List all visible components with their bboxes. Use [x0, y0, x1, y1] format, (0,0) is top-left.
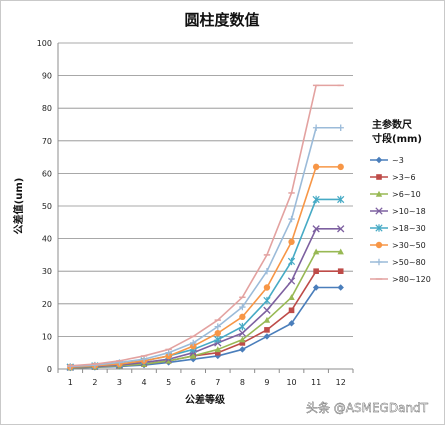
data-point: [263, 306, 271, 314]
y-tick-label: 40: [42, 235, 52, 244]
x-axis-title: 公差等级: [185, 393, 226, 406]
x-tick-label: 9: [264, 378, 269, 387]
data-point: [263, 284, 271, 291]
legend-title-line-1: 主参数尺: [372, 118, 412, 131]
data-point: [239, 336, 246, 343]
data-point: [239, 303, 246, 311]
data-point: [337, 225, 345, 233]
x-tick-label: 1: [68, 378, 73, 387]
data-point: [239, 313, 246, 321]
data-point: [190, 342, 197, 350]
data-point: [337, 248, 344, 255]
data-point: [190, 352, 197, 359]
legend-label: >3~6: [392, 173, 416, 182]
data-point: [288, 320, 295, 327]
data-point: [91, 361, 99, 369]
data-point: [165, 352, 172, 360]
data-point: [190, 339, 197, 347]
data-point: [312, 284, 320, 291]
y-tick-label: 50: [42, 202, 52, 211]
series-line-8: [70, 84, 341, 367]
chart-title: 圆柱度数值: [184, 11, 259, 29]
data-point: [214, 335, 222, 344]
data-point: [140, 356, 148, 363]
data-point: [312, 195, 320, 204]
data-point: [287, 257, 296, 266]
series-line-5: [70, 198, 341, 368]
legend-label: >6~10: [392, 190, 421, 199]
series-line-7: [70, 126, 341, 368]
x-tick-label: 10: [286, 378, 296, 387]
data-point: [238, 322, 246, 331]
data-point: [239, 340, 246, 346]
data-point: [312, 163, 320, 171]
legend-swatch-marker: [375, 190, 383, 197]
legend-label: >30~50: [392, 241, 426, 250]
legend-label: >80~120: [392, 275, 431, 284]
legend-swatch-marker: [375, 156, 383, 164]
data-point: [288, 215, 295, 223]
data-point: [263, 268, 271, 275]
x-tick-label: 2: [92, 378, 97, 387]
legend-label: >18~30: [392, 224, 426, 233]
x-tick-label: 12: [336, 378, 346, 387]
y-tick-label: 100: [37, 39, 52, 48]
y-tick-label: 10: [42, 332, 52, 341]
y-tick-label: 60: [42, 169, 52, 178]
data-point: [214, 349, 221, 356]
legend-swatch-marker: [376, 174, 382, 180]
legend-label: ~3: [392, 156, 404, 165]
data-point: [165, 349, 172, 356]
y-axis-title: 公差值(um): [12, 178, 25, 235]
data-point: [337, 163, 344, 171]
data-point: [337, 268, 344, 274]
data-point: [288, 238, 295, 246]
data-point: [313, 268, 319, 274]
watermark-text: 头条 @ASMEGDandT: [306, 401, 429, 415]
y-tick-label: 80: [42, 104, 52, 113]
y-tick-label: 0: [47, 365, 52, 374]
y-tick-label: 90: [42, 72, 52, 81]
series-line-6: [70, 166, 341, 368]
data-point: [214, 323, 221, 330]
x-tick-label: 8: [240, 378, 245, 387]
x-tick-label: 6: [191, 378, 196, 387]
legend-swatch-marker: [375, 207, 383, 215]
data-point: [214, 329, 221, 337]
legend-swatch-marker: [375, 224, 383, 232]
data-point: [239, 346, 246, 353]
data-point: [238, 329, 247, 337]
y-tick-label: 20: [42, 300, 52, 309]
x-tick-label: 11: [311, 378, 321, 387]
legend-title-line-2: 寸段(mm): [372, 132, 422, 145]
data-point: [312, 124, 320, 131]
data-point: [287, 277, 296, 285]
data-point: [288, 307, 295, 314]
legend-swatch-marker: [375, 258, 383, 266]
data-point: [312, 248, 320, 255]
x-tick-label: 3: [117, 378, 122, 387]
data-point: [263, 296, 271, 305]
legend-label: >50~80: [392, 258, 426, 267]
x-tick-label: 4: [141, 378, 146, 387]
legend-label: >10~18: [392, 207, 426, 216]
data-point: [264, 327, 270, 333]
legend-swatch-marker: [375, 241, 383, 249]
data-point: [337, 284, 344, 291]
data-point: [312, 225, 320, 233]
data-point: [263, 333, 271, 340]
data-point: [165, 357, 172, 364]
data-point: [288, 294, 295, 300]
data-point: [214, 346, 221, 353]
data-point: [263, 316, 271, 323]
series-line-4: [70, 228, 341, 369]
x-tick-label: 5: [166, 378, 171, 387]
x-tick-label: 7: [215, 378, 220, 387]
data-point: [337, 124, 344, 131]
y-tick-label: 70: [42, 137, 52, 146]
y-tick-label: 30: [42, 267, 52, 276]
data-point: [337, 195, 345, 204]
